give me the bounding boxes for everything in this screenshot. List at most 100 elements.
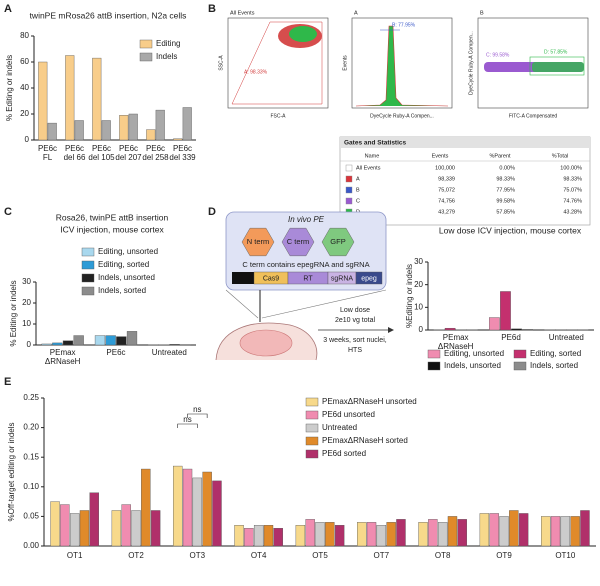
bar — [155, 109, 165, 141]
bar — [550, 516, 561, 547]
stats-cell: 75,072 — [438, 187, 455, 193]
stats-cell: 98.33% — [563, 176, 582, 182]
schematic-heading: In vivo PE — [288, 215, 325, 224]
legend-swatch — [81, 260, 95, 270]
bar — [489, 513, 499, 547]
stats-cell: B — [356, 187, 360, 193]
panel-label: A — [4, 3, 12, 15]
x-tick-label: PE6c del 105 — [88, 144, 115, 162]
legend-swatch — [81, 273, 95, 283]
flow-y-label: SSC-A — [218, 55, 224, 71]
x-tick-label: OT7 — [373, 551, 390, 560]
construct-label: Cas9 — [263, 275, 279, 282]
x-tick-label: PE6c del 258 — [142, 144, 169, 162]
bar — [428, 519, 438, 547]
bar — [126, 331, 138, 346]
flow-gate — [529, 56, 585, 76]
panel-label: C — [4, 206, 12, 218]
bar — [418, 522, 428, 547]
stats-cell: 0.00% — [499, 165, 515, 171]
y-tick-label: 30 — [414, 257, 423, 266]
legend-label: Indels, unsorted — [444, 361, 501, 370]
stats-cell: A — [356, 176, 360, 182]
y-tick-label: 10 — [414, 302, 423, 311]
bar — [128, 113, 138, 141]
arrow-text: HTS — [348, 347, 362, 354]
legend-swatch — [305, 449, 319, 459]
bar — [325, 522, 335, 547]
x-tick-label: Untreated — [548, 333, 584, 342]
bar — [234, 525, 244, 547]
legend-swatch — [427, 361, 441, 371]
bar — [509, 510, 519, 547]
legend-label: Indels — [156, 52, 177, 61]
bar — [386, 522, 396, 547]
y-axis-label: %Editing or indels — [405, 264, 414, 328]
bar — [169, 344, 180, 346]
x-tick-label: PE6c del 207 — [115, 144, 142, 162]
panel-label: E — [4, 376, 11, 388]
bar — [92, 57, 102, 141]
flow-plot-title: A — [354, 10, 358, 16]
arrow-text: Low dose — [340, 307, 370, 314]
stats-column-header: %Total — [552, 153, 569, 159]
legend-label: Indels, sorted — [530, 361, 578, 370]
x-tick-label: PEmax ΔRNaseH — [437, 333, 474, 351]
stats-cell: 74,756 — [438, 198, 455, 204]
stats-cell: 100,000 — [435, 165, 455, 171]
arrow-text: 2e10 vg total — [335, 317, 376, 324]
stats-cell: 100.00% — [560, 165, 582, 171]
panel-label: D — [208, 206, 216, 218]
bar — [522, 329, 533, 331]
flow-gate-label: C: 99.58% — [486, 52, 510, 58]
y-tick-label: 0.05 — [23, 512, 39, 521]
bar — [570, 516, 580, 547]
legend-swatch — [513, 349, 527, 359]
bar — [376, 525, 387, 547]
bar — [479, 513, 490, 547]
y-tick-label: 0 — [419, 325, 424, 334]
flow-gate-label: B: 77.95% — [392, 22, 416, 28]
protein-label: GFP — [330, 237, 345, 246]
annotation: ns — [183, 415, 191, 424]
y-tick-label: 20 — [22, 298, 31, 307]
stats-cell: 74.76% — [563, 198, 582, 204]
bar — [580, 510, 590, 547]
bar — [65, 55, 75, 141]
bar — [511, 328, 522, 331]
stats-table-title: Gates and Statistics — [344, 140, 407, 147]
construct-label: epeg — [361, 275, 377, 282]
stats-swatch — [345, 186, 353, 194]
x-tick-label: PE6c FL — [37, 144, 58, 162]
legend-swatch — [81, 247, 95, 257]
y-tick-label: 0.00 — [23, 541, 39, 550]
bar — [50, 501, 60, 547]
bar — [73, 335, 84, 346]
bar — [447, 516, 458, 547]
legend-swatch — [305, 410, 319, 420]
x-tick-label: OT8 — [434, 551, 451, 560]
stats-cell: C — [356, 198, 360, 204]
protein-label: C term — [287, 237, 310, 246]
y-tick-label: 0.15 — [23, 452, 39, 461]
bar — [146, 129, 156, 141]
legend-swatch — [81, 286, 95, 296]
y-tick-label: 60 — [20, 57, 29, 66]
flow-gate-label: A: 98.33% — [244, 69, 268, 75]
bar — [121, 504, 131, 547]
protein-hexagon — [241, 227, 275, 257]
legend-label: Editing — [156, 39, 180, 48]
bar — [541, 516, 551, 547]
x-tick-label: PE6d — [501, 333, 521, 342]
bar — [173, 138, 183, 141]
bar — [500, 291, 511, 331]
flow-x-label: FSC-A — [271, 113, 287, 119]
bar — [315, 522, 325, 547]
x-tick-label: OT10 — [555, 551, 576, 560]
bar — [105, 335, 116, 346]
y-axis-label: % Editing or indels — [9, 280, 18, 346]
legend-label: Untreated — [322, 423, 357, 432]
legend-label: Indels, unsorted — [98, 273, 155, 282]
